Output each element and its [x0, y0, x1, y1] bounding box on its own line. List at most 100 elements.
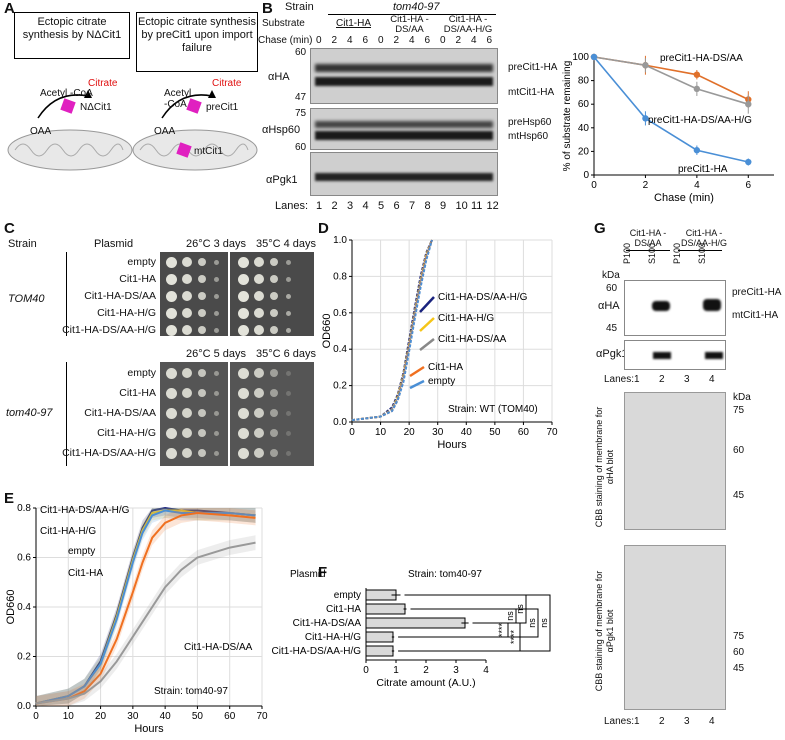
yeast-spot	[286, 293, 291, 299]
g-band-mtcit1: mtCit1-HA	[732, 310, 779, 321]
g-blot-pgk1	[624, 340, 726, 370]
legend-label: Cit1-HA-DS/AA-H/G	[40, 505, 130, 516]
yeast-spot	[238, 387, 249, 399]
yeast-spot	[254, 448, 264, 458]
chase-time: 4	[409, 35, 415, 46]
c-plasmid-top: empty	[127, 256, 156, 268]
yeast-spot	[198, 449, 206, 457]
x-tick-label: 20	[404, 427, 416, 438]
g-band-lane4	[703, 299, 721, 311]
yeast-spot	[166, 387, 177, 399]
g-group-1: Cit1-HA -DS/AA	[629, 228, 667, 248]
f-category-label: Cit1-HA-DS/AA-H/G	[272, 646, 362, 657]
data-point	[642, 115, 649, 122]
y-tick-label: 80	[578, 76, 590, 87]
acetyl-coa-right: Acetyl -CoA	[164, 88, 192, 110]
reaction-arrow-left	[37, 94, 89, 119]
y-tick-label: 0.8	[333, 271, 347, 282]
lane-number: 10	[455, 200, 468, 212]
yeast-spot	[238, 256, 249, 268]
yeast-spot	[214, 293, 219, 299]
yeast-spot	[238, 273, 249, 285]
c-plasmid-top: Cit1-HA-H/G	[97, 307, 156, 319]
legend-label: Cit1-HA-H/G	[40, 526, 96, 537]
legend-label: Cit1-HA	[68, 568, 103, 579]
mw-hsp-75: 75	[295, 108, 307, 119]
y-tick-label: 0.2	[17, 652, 31, 663]
g-mw-45: 45	[606, 323, 618, 334]
series-line	[35, 506, 256, 705]
f-sig-label: ****	[497, 623, 507, 638]
panel-label-d: D	[318, 220, 329, 237]
chase-time: 6	[486, 35, 493, 46]
g-cbb-gel-2	[624, 545, 726, 710]
yeast-spot	[182, 448, 192, 458]
c-plasmid-top: Cit1-HA-DS/AA	[84, 290, 156, 302]
yeast-spot	[214, 390, 219, 396]
strain-label: Strain	[285, 1, 314, 13]
yeast-spot	[198, 326, 206, 334]
chase-time: 0	[440, 35, 446, 46]
series-line	[35, 541, 256, 705]
yeast-spot	[214, 370, 219, 376]
f-bar	[365, 603, 406, 615]
ndcit1-protein	[60, 98, 76, 114]
panel-label-e: E	[4, 490, 15, 507]
yeast-spot	[270, 429, 278, 437]
yeast-spot	[198, 309, 206, 317]
c-strain-header: Strain	[8, 238, 37, 250]
band-label-precit1: preCit1-HA	[508, 62, 558, 73]
yeast-spot	[286, 310, 291, 316]
x-tick-label: 40	[160, 711, 172, 722]
yeast-spot	[270, 409, 278, 417]
y-axis-label: OD660	[321, 314, 333, 349]
band-label-prehsp60: preHsp60	[508, 117, 552, 128]
series-band	[36, 535, 256, 706]
g-lane-number: 3	[684, 716, 690, 727]
g-cbb2-caption: CBB staining of membrane for αPgk1 blot	[594, 570, 615, 692]
chase-time: 2	[331, 35, 338, 46]
y-tick-label: 0.4	[333, 344, 347, 355]
x-tick-label: 6	[746, 180, 752, 191]
yeast-spot	[166, 290, 177, 302]
mtcit1-label: mtCit1	[194, 146, 223, 157]
x-tick-label: 50	[192, 711, 204, 722]
f-sig-bracket	[398, 608, 539, 638]
legend-arrow	[419, 338, 435, 351]
legend-arrow	[409, 379, 425, 390]
panel-label-f: F	[318, 564, 328, 581]
g-group-2: Cit1-HA -DS/AA-H/G	[680, 228, 727, 248]
yeast-spot	[214, 410, 219, 416]
series-line	[351, 239, 433, 422]
c-bracket-top	[66, 252, 67, 336]
g-cbb-gel-1	[624, 392, 726, 530]
x-tick-label: 60	[518, 427, 530, 438]
lane-number: 1	[316, 200, 323, 212]
yeast-spot	[198, 275, 206, 283]
g-lane-number: 3	[684, 374, 690, 385]
yeast-spot	[198, 389, 206, 397]
yeast-spot	[254, 308, 264, 318]
g-pgk1-lane4	[705, 352, 723, 359]
yeast-spot	[166, 447, 177, 459]
yeast-spot	[214, 327, 219, 333]
y-tick-label: 60	[578, 99, 590, 110]
yeast-spot	[238, 447, 249, 459]
strain-annotation: Strain: tom40-97	[154, 686, 228, 697]
g-cbb1-75: 75	[733, 405, 745, 416]
panel-label-b: B	[262, 0, 273, 17]
yeast-spot	[270, 292, 278, 300]
strain-underline	[328, 14, 496, 15]
yeast-spot	[254, 257, 264, 267]
f-bar	[365, 617, 466, 629]
f-category-label: Cit1-HA-H/G	[305, 632, 361, 643]
c-bot-cond-1: 26°C 5 days	[186, 348, 247, 360]
x-tick-label: 70	[256, 711, 268, 722]
yeast-spot	[182, 388, 192, 398]
c-top-cond-1: 26°C 3 days	[186, 238, 247, 250]
yeast-spot	[254, 428, 264, 438]
blot-label-hsp60: αHsp60	[262, 124, 301, 136]
chase-time: 6	[424, 35, 431, 46]
c-plasmid-top: Cit1-HA	[119, 273, 156, 285]
lane-number: 3	[347, 200, 354, 212]
